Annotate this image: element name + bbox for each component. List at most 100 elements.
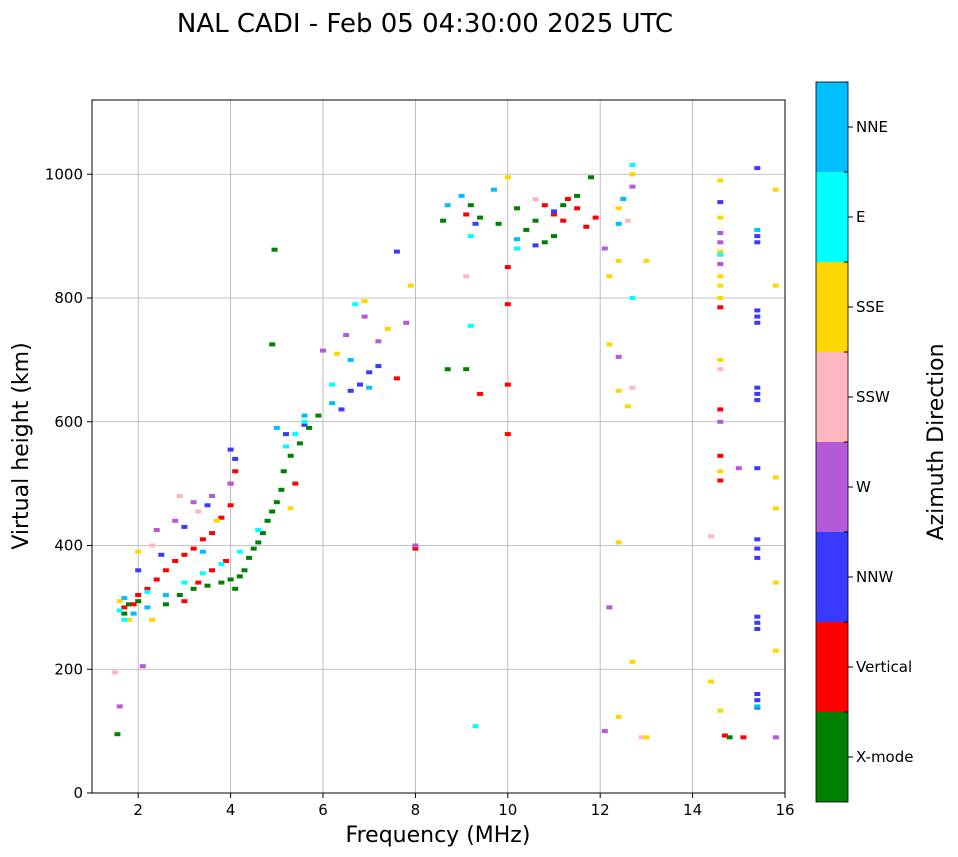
data-point-x-mode xyxy=(532,218,539,223)
data-point-e xyxy=(629,163,636,167)
data-point-e xyxy=(472,724,479,729)
data-point-x-mode xyxy=(477,215,484,220)
data-point-nnw xyxy=(472,221,479,226)
data-point-nnw xyxy=(366,370,373,375)
data-point-nne xyxy=(121,596,128,601)
data-point-nnw xyxy=(532,243,539,248)
data-point-vertical xyxy=(551,212,557,217)
y-tick-label: 400 xyxy=(54,537,83,555)
data-point-x-mode xyxy=(495,221,502,226)
data-point-nnw xyxy=(754,308,761,313)
data-point-ssw xyxy=(624,218,631,223)
data-point-vertical xyxy=(504,265,511,270)
data-point-sse xyxy=(213,518,220,523)
data-point-vertical xyxy=(463,212,470,217)
data-point-vertical xyxy=(717,453,724,458)
data-point-x-mode xyxy=(269,342,276,347)
data-point-sse xyxy=(384,326,391,331)
data-point-w xyxy=(172,518,179,523)
data-point-x-mode xyxy=(271,247,278,252)
data-point-x-mode xyxy=(246,555,253,560)
data-point-nnw xyxy=(754,698,761,703)
data-point-vertical xyxy=(541,203,548,208)
data-point-e xyxy=(181,580,188,585)
data-point-ssw xyxy=(708,534,715,539)
colorbar-frame xyxy=(815,81,849,803)
data-point-e xyxy=(121,617,128,622)
data-point-sse xyxy=(504,175,511,180)
data-point-w xyxy=(375,339,382,344)
data-point-x-mode xyxy=(523,227,530,232)
data-point-x-mode xyxy=(218,580,225,585)
data-point-sse xyxy=(615,258,622,263)
x-tick-label: 16 xyxy=(775,801,794,819)
data-point-vertical xyxy=(504,382,511,387)
data-point-nnw xyxy=(338,407,345,412)
colorbar-segment-nnw xyxy=(816,532,848,622)
data-point-nnw xyxy=(158,552,165,557)
data-point-e xyxy=(144,589,151,594)
data-point-vertical xyxy=(412,546,419,551)
data-point-e xyxy=(629,296,636,300)
data-point-nnw xyxy=(754,692,761,696)
data-point-nnw xyxy=(204,503,211,508)
data-point-w xyxy=(717,231,724,235)
data-point-ssw xyxy=(463,274,470,279)
data-point-nne xyxy=(347,357,354,362)
data-point-sse xyxy=(615,540,622,545)
data-point-x-mode xyxy=(126,602,132,607)
data-point-sse xyxy=(643,258,650,263)
colorbar-segment-nne xyxy=(816,82,848,172)
data-point-sse xyxy=(717,357,724,362)
data-point-vertical xyxy=(223,559,229,563)
data-point-ssw xyxy=(112,670,119,675)
data-point-w xyxy=(320,348,326,353)
y-axis-ticks: 0 200 400 600 800 1000 xyxy=(45,165,92,802)
data-point-sse xyxy=(606,342,613,347)
data-point-vertical xyxy=(135,593,142,597)
data-point-sse xyxy=(606,274,613,279)
data-point-x-mode xyxy=(190,586,197,591)
data-point-x-mode xyxy=(135,599,142,604)
data-point-x-mode xyxy=(255,540,262,545)
data-point-vertical xyxy=(592,215,599,220)
y-tick-label: 800 xyxy=(54,289,83,307)
x-tick-label: 10 xyxy=(498,801,517,819)
data-point-w xyxy=(615,354,622,359)
colorbar-segment-x-mode xyxy=(816,712,848,802)
data-point-nnw xyxy=(754,555,761,560)
data-point-nnw xyxy=(754,320,761,325)
data-point-e xyxy=(283,444,289,449)
data-point-nne xyxy=(444,203,451,208)
data-point-nne xyxy=(754,227,761,232)
x-tick-label: 4 xyxy=(226,801,236,819)
data-point-nnw xyxy=(227,447,234,452)
data-point-nnw xyxy=(301,422,308,427)
data-point-vertical xyxy=(172,559,179,563)
data-point-vertical xyxy=(144,586,151,591)
data-point-vertical xyxy=(583,224,590,229)
data-point-nne xyxy=(620,197,627,201)
data-point-sse xyxy=(287,506,294,511)
data-point-sse xyxy=(772,648,779,653)
colorbar-title: Azimuth Direction xyxy=(924,343,949,540)
data-point-x-mode xyxy=(269,509,276,514)
data-point-vertical xyxy=(218,515,225,520)
data-point-nnw xyxy=(551,209,557,214)
data-point-x-mode xyxy=(121,611,128,616)
data-point-nnw xyxy=(754,166,761,171)
data-point-e xyxy=(255,528,262,532)
data-point-sse xyxy=(708,679,715,684)
data-point-x-mode xyxy=(204,583,211,588)
data-points xyxy=(112,163,779,740)
data-point-nne xyxy=(514,237,520,242)
data-point-nnw xyxy=(754,240,761,245)
data-point-vertical xyxy=(153,577,160,582)
data-point-sse xyxy=(615,206,622,211)
data-point-nnw xyxy=(754,546,761,551)
data-point-x-mode xyxy=(440,218,447,223)
data-point-vertical xyxy=(190,546,197,551)
data-point-sse xyxy=(135,549,142,554)
colorbar-label: X-mode xyxy=(856,748,913,766)
